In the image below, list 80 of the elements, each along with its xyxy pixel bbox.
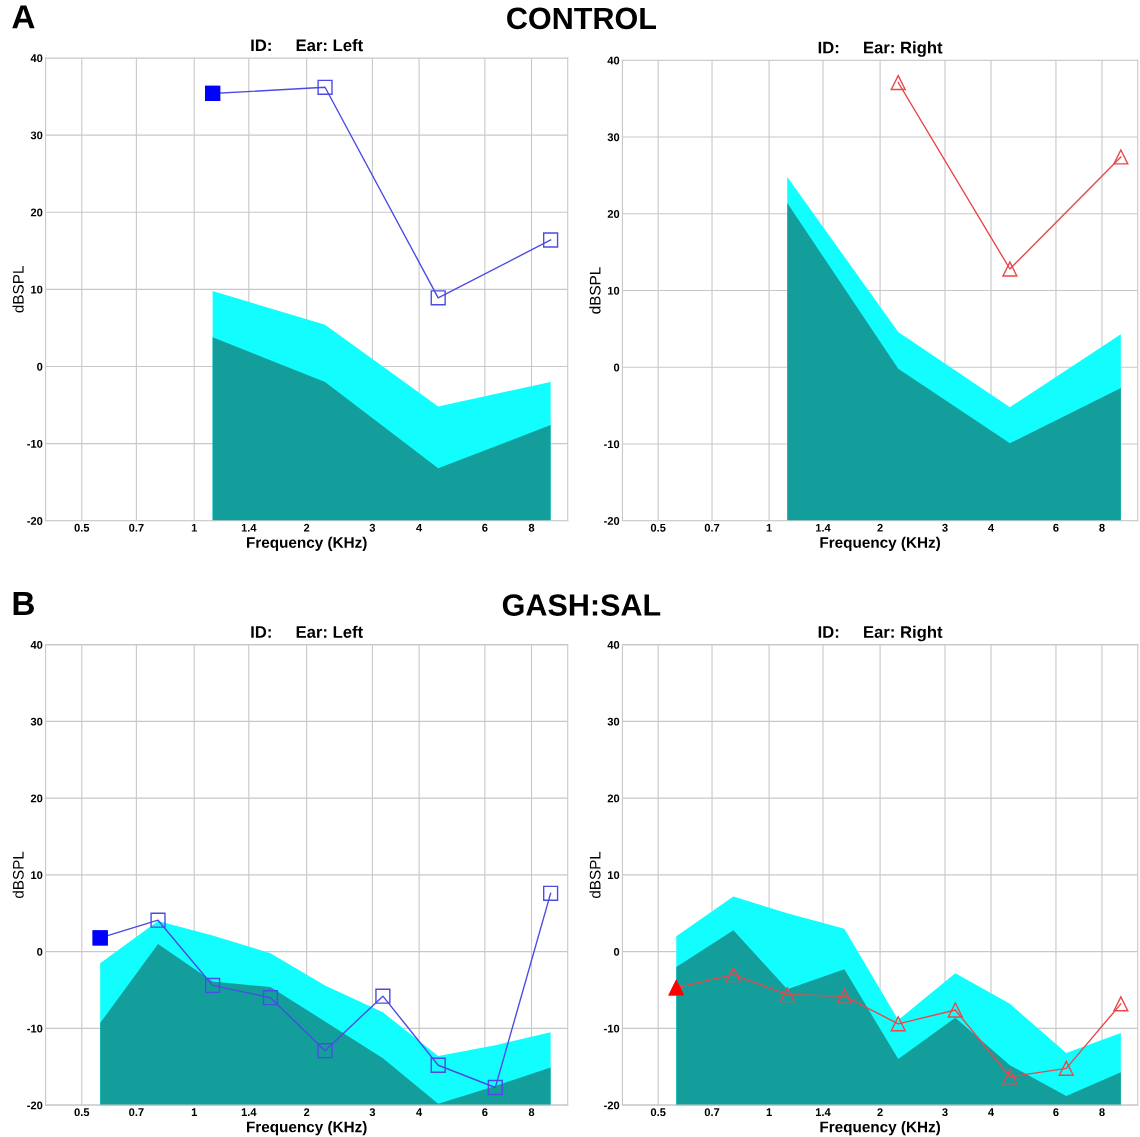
y-tick-label: -20 [27,517,43,525]
x-tick-label: 1 [766,1108,772,1116]
x-tick-label: 8 [1099,523,1105,532]
y-tick-label: 30 [607,717,620,726]
x-tick-label: 4 [416,1108,423,1116]
y-tick-label: -10 [27,1024,43,1033]
chart-title: ID: Ear: Left [251,625,363,638]
x-tick-label: 0.7 [129,523,144,532]
x-tick-label: 6 [482,1108,488,1117]
x-tick-label: 6 [1053,1108,1059,1117]
x-tick-label: 4 [988,523,995,532]
x-tick-label: 8 [1099,1108,1105,1117]
x-tick-label: 1.4 [241,1108,257,1116]
x-tick-label: 6 [482,523,488,532]
y-tick-label: 40 [30,54,43,63]
x-tick-label: 0.5 [650,1108,666,1117]
x-tick-label: 1.4 [241,523,257,532]
y-tick-label: 40 [30,640,43,649]
y-tick-label: 10 [608,871,620,880]
y-axis-title: dBSPL [12,851,24,899]
x-tick-label: 3 [942,1108,948,1117]
y-tick-label: 10 [31,871,43,880]
y-tick-label: 30 [30,131,43,140]
x-tick-label: 0.5 [74,1108,90,1117]
x-tick-label: 0.7 [129,1108,144,1117]
x-axis-title: Frequency (KHz) [246,1121,367,1136]
y-tick-label: -10 [604,1024,620,1033]
x-tick-label: 8 [528,1108,535,1117]
y-tick-label: 30 [30,717,43,726]
y-tick-label: 0 [613,947,620,956]
text: B [13,592,34,616]
x-tick-label: 2 [877,523,883,532]
y-tick-label: 40 [607,56,620,65]
y-tick-label: 20 [607,210,620,218]
y-tick-label: -20 [604,517,620,525]
chart-title: ID: Ear: Right [818,41,943,57]
y-tick-label: 40 [607,640,620,649]
x-tick-label: 2 [877,1108,883,1116]
x-tick-label: 3 [942,523,948,532]
x-tick-label: 8 [528,523,535,532]
x-tick-label: 6 [1053,523,1059,532]
x-tick-label: 2 [303,1108,310,1116]
y-tick-label: 20 [30,794,43,803]
x-tick-label: 1.4 [815,523,831,532]
x-tick-label: 4 [988,1108,995,1116]
text: CONTROL [507,7,656,30]
x-tick-label: 4 [416,523,423,532]
x-tick-label: 1.4 [815,1108,831,1116]
y-tick-label: 20 [607,794,620,803]
y-tick-label: 0 [613,363,620,372]
y-axis-title: dBSPL [589,267,601,314]
x-tick-label: 2 [303,523,310,532]
y-axis-title: dBSPL [589,851,601,899]
y-tick-label: 30 [607,133,620,142]
y-tick-label: -20 [27,1101,43,1110]
x-tick-label: 1 [191,523,198,532]
y-axis-title: dBSPL [12,266,24,313]
x-axis-title: Frequency (KHz) [820,1121,941,1136]
x-tick-label: 1 [766,523,772,532]
y-tick-label: -20 [604,1101,620,1110]
x-tick-label: 3 [369,523,376,532]
y-tick-label: 0 [37,947,43,956]
y-tick-label: 20 [30,208,43,217]
x-tick-label: 0.5 [650,523,666,532]
y-tick-label: 10 [608,286,620,295]
chart-title: ID: Ear: Left [251,38,363,52]
x-tick-label: 0.7 [704,523,720,532]
text: GASH:SAL [502,594,661,616]
y-tick-label: 10 [31,285,43,294]
y-tick-label: 0 [37,362,43,371]
x-axis-title: Frequency (KHz) [246,536,367,551]
x-axis-title: Frequency (KHz) [820,536,941,551]
x-tick-label: 0.5 [74,523,90,532]
x-tick-label: 3 [369,1108,376,1117]
chart-title: ID: Ear: Right [818,625,943,642]
y-tick-label: -10 [604,440,620,449]
x-tick-label: 1 [191,1108,198,1116]
text: A [12,5,35,29]
x-tick-label: 0.7 [704,1108,720,1117]
y-tick-label: -10 [27,439,43,448]
